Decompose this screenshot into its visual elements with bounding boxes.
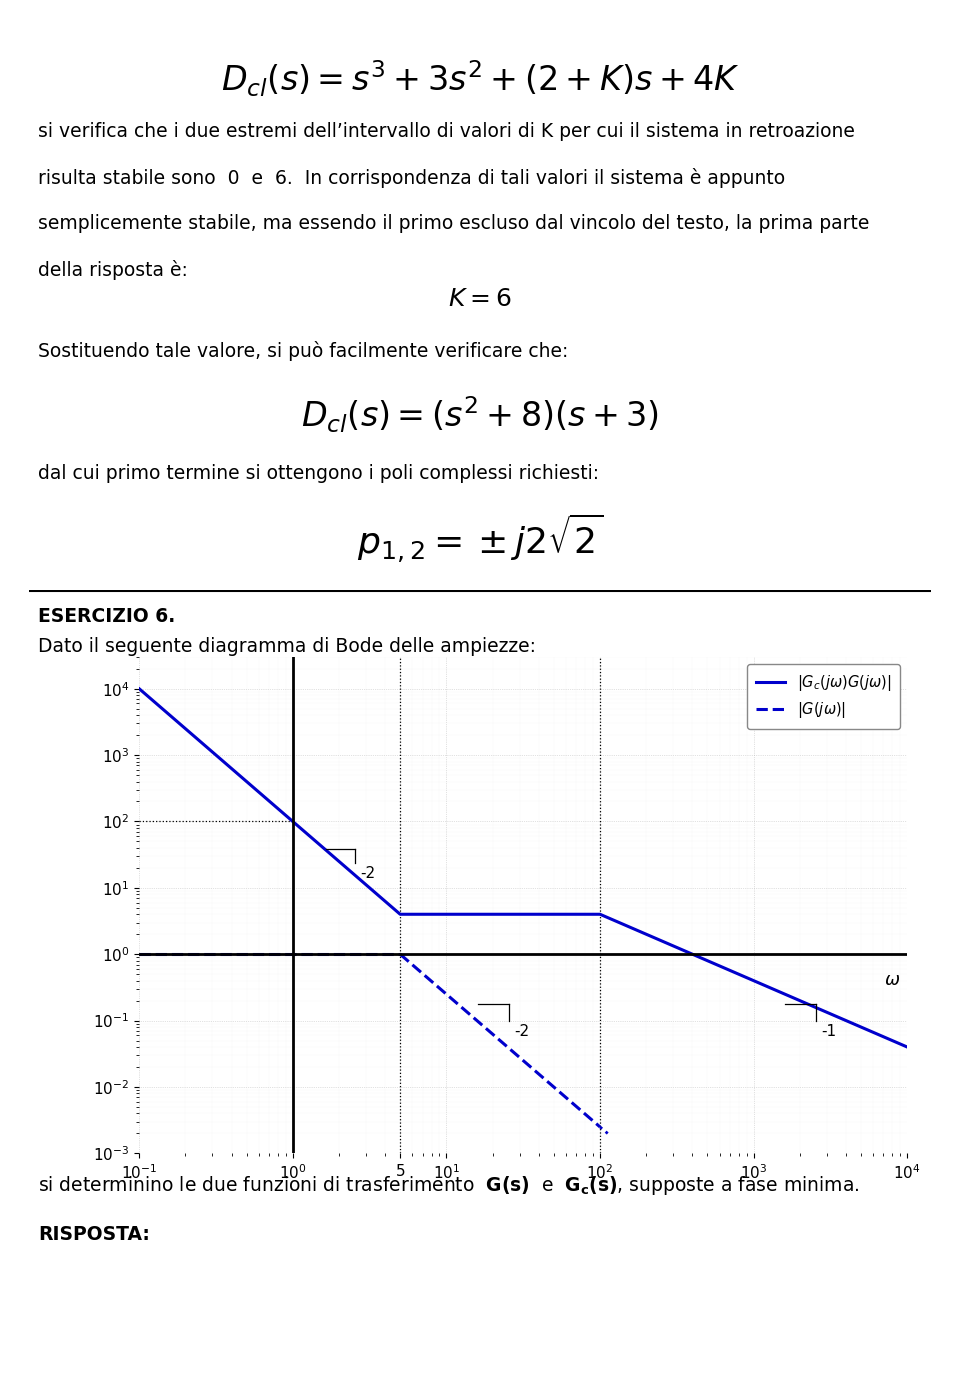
Text: $\omega$: $\omega$ <box>884 972 900 990</box>
Text: -2: -2 <box>361 867 375 881</box>
Text: Dato il seguente diagramma di Bode delle ampiezze:: Dato il seguente diagramma di Bode delle… <box>38 637 537 657</box>
Text: semplicemente stabile, ma essendo il primo escluso dal vincolo del testo, la pri: semplicemente stabile, ma essendo il pri… <box>38 214 870 233</box>
Text: -2: -2 <box>515 1023 529 1039</box>
Text: $K = 6$: $K = 6$ <box>448 287 512 310</box>
Text: -1: -1 <box>822 1023 836 1039</box>
Text: $D_{cl}(s) = (s^2 + 8)(s + 3)$: $D_{cl}(s) = (s^2 + 8)(s + 3)$ <box>300 394 660 435</box>
Text: dal cui primo termine si ottengono i poli complessi richiesti:: dal cui primo termine si ottengono i pol… <box>38 464 600 484</box>
Text: si verifica che i due estremi dell’intervallo di valori di K per cui il sistema : si verifica che i due estremi dell’inter… <box>38 122 855 141</box>
Text: della risposta è:: della risposta è: <box>38 260 188 280</box>
Legend: $|G_c(j\omega)G(j\omega)|$, $|G(j\omega)|$: $|G_c(j\omega)G(j\omega)|$, $|G(j\omega)… <box>747 664 900 730</box>
Text: ESERCIZIO 6.: ESERCIZIO 6. <box>38 607 176 626</box>
Text: si determinino le due funzioni di trasferimento  $\mathbf{G(s)}$  e  $\mathbf{G_: si determinino le due funzioni di trasfe… <box>38 1174 860 1197</box>
Text: $p_{1,2} = \pm j2\sqrt{2}$: $p_{1,2} = \pm j2\sqrt{2}$ <box>357 512 603 565</box>
Text: RISPOSTA:: RISPOSTA: <box>38 1225 151 1244</box>
Text: risulta stabile sono  0  e  6.  In corrispondenza di tali valori il sistema è ap: risulta stabile sono 0 e 6. In corrispon… <box>38 168 785 187</box>
Text: $D_{cl}(s) = s^3 + 3s^2 + (2 + K)s + 4K$: $D_{cl}(s) = s^3 + 3s^2 + (2 + K)s + 4K$ <box>221 59 739 99</box>
Text: Sostituendo tale valore, si può facilmente verificare che:: Sostituendo tale valore, si può facilmen… <box>38 341 568 361</box>
